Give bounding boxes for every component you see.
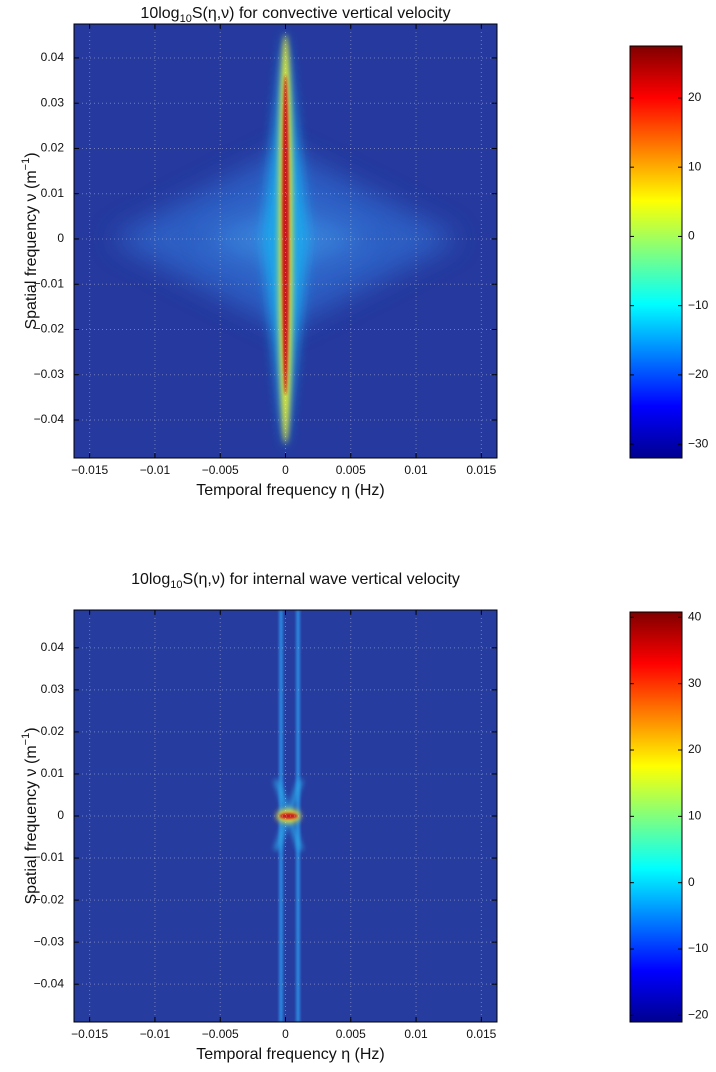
y-axis-label: Spatial frequency ν (m−1)	[20, 152, 40, 329]
colorbar-tick-label: −20	[688, 1008, 709, 1022]
x-tick-label: −0.005	[202, 463, 239, 477]
y-tick-label: 0.02	[41, 141, 65, 155]
y-tick-label: 0.01	[41, 766, 65, 780]
colorbar-tick-label: 20	[688, 742, 702, 756]
colorbar-tick-label: −10	[688, 298, 709, 312]
x-tick-label: −0.005	[202, 1027, 239, 1041]
y-tick-label: 0.03	[41, 95, 65, 109]
y-tick-label: −0.01	[34, 850, 65, 864]
x-tick-label: 0.015	[466, 463, 496, 477]
y-tick-label: −0.04	[34, 412, 65, 426]
title-part: 10	[170, 579, 182, 591]
x-tick-label: 0.005	[336, 463, 366, 477]
chart-title: 10log10S(η,ν) for convective vertical ve…	[140, 5, 450, 25]
colorbar-tick-label: 20	[688, 90, 702, 104]
x-tick-label: 0	[282, 1027, 289, 1041]
y-tick-label: −0.02	[34, 322, 65, 336]
colorbar	[629, 611, 683, 1023]
y-tick-label: 0.02	[41, 724, 65, 738]
y-tick-label: −0.04	[34, 976, 65, 990]
x-axis-label: Temporal frequency η (Hz)	[196, 1046, 385, 1063]
y-tick-label: −0.02	[34, 892, 65, 906]
y-label-part: )	[23, 727, 40, 732]
title-part: 10log	[140, 5, 179, 22]
y-tick-label: −0.01	[34, 276, 65, 290]
colorbar-tick-label: 0	[688, 875, 695, 889]
colorbar-tick-label: 30	[688, 676, 702, 690]
axes-frame	[73, 23, 498, 459]
colorbar-tick-label: 10	[688, 809, 702, 823]
y-tick-label: 0.03	[41, 682, 65, 696]
y-tick-label: 0.01	[41, 186, 65, 200]
axes-frame	[73, 609, 498, 1023]
x-tick-label: −0.01	[140, 463, 171, 477]
title-part: 10log	[131, 571, 170, 588]
x-tick-label: −0.01	[140, 1027, 171, 1041]
x-tick-label: 0.005	[336, 1027, 366, 1041]
y-label-part: Spatial frequency ν (m	[23, 745, 40, 904]
colorbar-tick-label: −30	[688, 436, 709, 450]
colorbar	[629, 45, 683, 459]
y-label-part: −1	[20, 158, 32, 171]
y-tick-label: 0	[57, 231, 64, 245]
y-label-part: )	[23, 152, 40, 157]
y-axis-label: Spatial frequency ν (m−1)	[20, 727, 40, 904]
chart-title: 10log10S(η,ν) for internal wave vertical…	[131, 571, 460, 591]
y-tick-label: −0.03	[34, 367, 65, 381]
colorbar-tick-label: −20	[688, 367, 709, 381]
title-part: S(η,ν) for convective vertical velocity	[192, 5, 451, 22]
title-part: 10	[180, 13, 192, 25]
heatmap-image	[74, 610, 497, 1022]
x-tick-label: 0.01	[404, 463, 428, 477]
x-tick-label: 0.01	[404, 1027, 428, 1041]
colorbar-tick-label: 0	[688, 229, 695, 243]
x-tick-label: −0.015	[71, 463, 108, 477]
x-axis-label: Temporal frequency η (Hz)	[196, 482, 385, 499]
y-label-part: Spatial frequency ν (m	[23, 170, 40, 329]
y-label-part: −1	[20, 733, 32, 746]
colorbar-tick-label: 40	[688, 609, 702, 623]
heatmap-image	[74, 24, 497, 458]
colorbar-tick-label: 10	[688, 159, 702, 173]
colorbar-tick-label: −10	[688, 941, 709, 955]
title-part: S(η,ν) for internal wave vertical veloci…	[182, 571, 459, 588]
x-tick-label: −0.015	[71, 1027, 108, 1041]
y-tick-label: −0.03	[34, 934, 65, 948]
x-tick-label: 0.015	[466, 1027, 496, 1041]
y-tick-label: 0.04	[41, 50, 65, 64]
x-tick-label: 0	[282, 463, 289, 477]
y-tick-label: 0	[57, 808, 64, 822]
y-tick-label: 0.04	[41, 640, 65, 654]
